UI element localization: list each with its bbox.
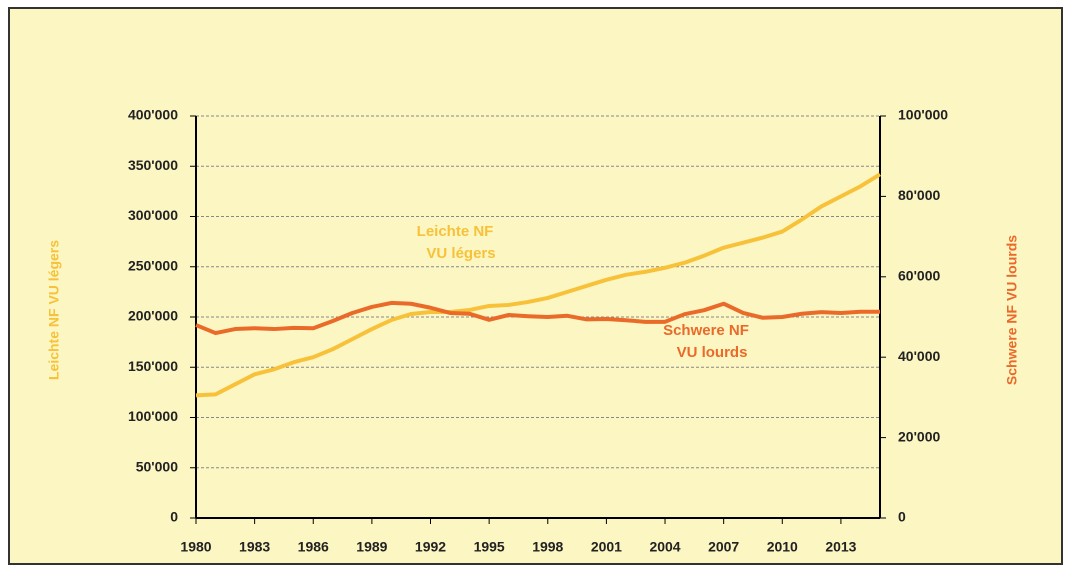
x-tick-label: 2007 [708, 539, 739, 555]
y-tick-label: 300'000 [128, 207, 178, 223]
y-tick-label: 250'000 [128, 257, 178, 273]
x-tick-label: 1980 [180, 539, 211, 555]
chart-background [8, 7, 1063, 565]
y2-tick-label: 0 [898, 509, 906, 525]
x-tick-label: 1983 [239, 539, 270, 555]
y-tick-label: 200'000 [128, 308, 178, 324]
y-axis-label: Leichte NF VU légers [46, 240, 62, 380]
y-tick-label: 50'000 [136, 458, 178, 474]
annotation: Schwere NF [663, 322, 749, 339]
x-tick-label: 2010 [767, 539, 798, 555]
x-tick-label: 1995 [474, 539, 505, 555]
y2-tick-label: 80'000 [898, 187, 940, 203]
series-line [195, 300, 880, 336]
x-tick-label: 1986 [298, 539, 329, 555]
y2-axis-label: Schwere NF VU lourds [1004, 235, 1020, 385]
y-tick-label: 350'000 [128, 157, 178, 173]
y2-tick-label: 60'000 [898, 268, 940, 284]
y2-tick-label: 100'000 [898, 107, 948, 123]
y-tick-label: 0 [170, 509, 178, 525]
x-tick-label: 1998 [532, 539, 563, 555]
y-tick-label: 100'000 [128, 408, 178, 424]
x-tick-label: 1989 [356, 539, 387, 555]
x-tick-label: 2001 [591, 539, 622, 555]
y2-tick-label: 20'000 [898, 428, 940, 444]
x-tick-label: 2013 [825, 539, 856, 555]
y-tick-label: 150'000 [128, 358, 178, 374]
y2-tick-label: 40'000 [898, 348, 940, 364]
annotation: Leichte NF [417, 223, 494, 240]
series-line [195, 172, 882, 398]
annotation: VU lourds [677, 344, 748, 361]
x-tick-label: 1992 [415, 539, 446, 555]
y-tick-label: 400'000 [128, 107, 178, 123]
annotation: VU légers [426, 245, 495, 262]
x-tick-label: 2004 [649, 539, 680, 555]
